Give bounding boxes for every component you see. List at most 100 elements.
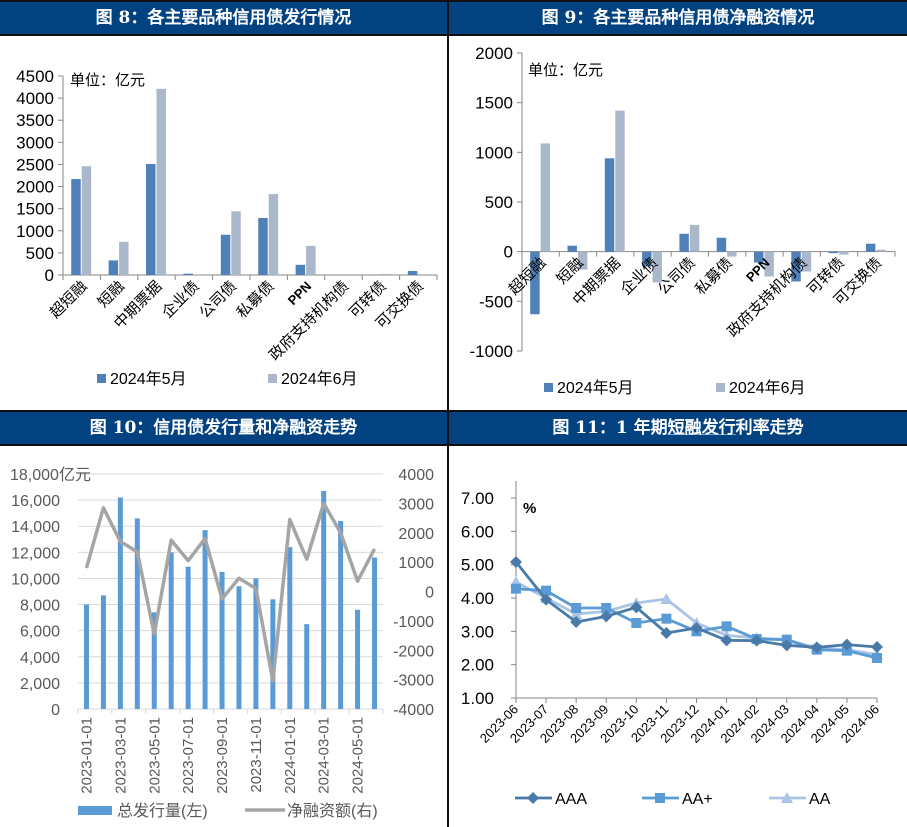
y-right-tick-label: -3000	[393, 673, 434, 690]
bar-may-5	[258, 217, 268, 275]
marker-AAA	[630, 601, 643, 614]
y-right-tick-label: 2000	[398, 526, 434, 543]
fig10-chart: 0 2,000 4,000 6,000 8,000 10,000 12,000 14,000 1…	[10, 466, 434, 820]
legend-label-issuance: 总发行量(左)	[117, 802, 208, 820]
y-tick-label: 1500	[475, 94, 513, 113]
y-tick-label: 2000	[475, 44, 513, 63]
bar-issuance-9	[236, 586, 242, 709]
y-right-tick-label: 0	[425, 585, 434, 602]
bar-may-6	[295, 264, 306, 275]
fig11-title-link[interactable]: 短融发行	[667, 418, 736, 438]
y-tick-label: 4500	[16, 67, 54, 86]
bar-june-4	[689, 224, 700, 252]
bar-june-0	[540, 143, 551, 252]
fig10-panel: 图 10：信用债发行量和净融资走势 0 2,000 4,000 6,000 8,000 1…	[0, 410, 447, 827]
bar-may-8	[828, 251, 839, 254]
y-right-tick-label: -1000	[393, 614, 434, 631]
marker-AAA	[540, 593, 553, 606]
legend-marker-AAA	[527, 792, 539, 804]
bar-may-1	[567, 245, 577, 252]
marker-AAA	[690, 622, 703, 634]
bar-issuance-13	[304, 624, 310, 709]
marker-AAA	[780, 639, 793, 652]
bar-may-0	[71, 179, 81, 275]
y-tick-label: 3500	[16, 111, 54, 130]
y-tick-label: 500	[485, 193, 513, 212]
legend-label-AA: AA	[809, 791, 831, 808]
legend-swatch-issuance	[78, 806, 112, 815]
y-right-tick-label: 1000	[398, 555, 434, 572]
bar-may-1	[108, 260, 119, 275]
bar-may-4	[679, 233, 689, 252]
bar-may-3	[183, 273, 193, 275]
y-left-tick-label: 0	[51, 702, 60, 719]
bar-june-8	[380, 273, 391, 275]
fig11-chart: 1.002.003.004.005.006.007.00%2023-062023…	[461, 481, 883, 808]
y-tick-label: -1000	[470, 342, 513, 361]
y-tick-label: 3.00	[461, 622, 494, 641]
marker-AA+	[661, 613, 672, 624]
bar-issuance-0	[83, 604, 89, 709]
y-tick-label: 4.00	[461, 589, 494, 608]
fig8-panel: 图 8：各主要品种信用债发行情况 0 500 1000 1500 2000 2500 300…	[0, 0, 447, 410]
legend-label: 2024年5月	[110, 370, 187, 388]
y-tick-label: 1000	[16, 222, 54, 241]
bar-june-2	[156, 88, 166, 275]
y-tick-label: 6.00	[461, 522, 494, 541]
bar-june-6	[306, 245, 316, 275]
net-financing-line	[84, 501, 377, 683]
x-tick-label: 2023-03-01	[112, 717, 129, 794]
legend-label: 2024年6月	[729, 379, 806, 397]
fig8-title: 图 8：各主要品种信用债发行情况	[0, 0, 447, 36]
marker-AA+	[571, 603, 582, 613]
marker-AAA	[840, 638, 853, 651]
y-right-tick-label: 3000	[398, 496, 434, 513]
y-tick-label: 1.00	[461, 689, 494, 708]
x-tick-label: 2024-03-01	[316, 717, 333, 794]
x-category-label: 短融	[95, 278, 128, 311]
y-tick-label: 2000	[16, 178, 54, 197]
y-tick-label: 3000	[16, 133, 54, 152]
marker-AAA	[720, 634, 733, 647]
bar-issuance-14	[321, 490, 327, 709]
marker-AA+	[631, 618, 642, 628]
bar-issuance-3	[134, 518, 140, 709]
bar-may-5	[716, 237, 727, 252]
y-left-tick-label: 10,000	[11, 571, 60, 588]
bar-may-0	[530, 251, 540, 315]
bar-issuance-4	[151, 612, 157, 709]
y-right-tick-label: 4000	[398, 467, 434, 484]
fig10-title: 图 10：信用债发行量和净融资走势	[0, 410, 447, 446]
y-left-tick-label: 16,000	[11, 493, 60, 510]
fig9-panel: 图 9：各主要品种信用债净融资情况 -1000 -500 0 500 1000 1500 2…	[449, 0, 907, 410]
x-tick-label: 2023-11-01	[248, 717, 265, 793]
bar-june-8	[839, 251, 849, 255]
bar-issuance-11	[270, 599, 276, 709]
bar-issuance-15	[338, 521, 344, 709]
fig11-title: 图 11：1 年期短融发行利率走势	[449, 410, 907, 446]
y-tick-label: 2.00	[461, 656, 494, 675]
y-tick-label: 0	[45, 266, 54, 285]
y-tick-label: 4000	[16, 89, 54, 108]
x-tick-label: 2023-07-01	[180, 717, 197, 794]
fig9-title: 图 9：各主要品种信用债净融资情况	[449, 0, 907, 36]
bar-issuance-16	[355, 609, 361, 709]
bar-issuance-8	[219, 571, 225, 709]
bar-may-2	[604, 158, 615, 252]
y-tick-label: 1000	[475, 143, 513, 162]
bar-may-6	[754, 251, 764, 263]
y-tick-label: 500	[26, 244, 54, 263]
legend-label: 2024年5月	[557, 379, 634, 397]
y-right-tick-label: -4000	[393, 702, 434, 719]
bar-june-9	[876, 249, 886, 252]
bar-may-9	[865, 243, 876, 252]
bar-june-6	[764, 251, 774, 277]
fig11-title-prefix: 图 11：1 年期	[552, 418, 668, 438]
x-tick-label: 2024-05-01	[350, 717, 367, 794]
unit-label: 单位：亿元	[528, 62, 603, 79]
marker-AA+	[601, 603, 612, 613]
unit-label: %	[523, 500, 536, 517]
marker-AA+	[541, 585, 552, 596]
x-tick-label: 2024-01-01	[282, 717, 299, 794]
y-left-tick-label: 4,000	[20, 650, 60, 667]
